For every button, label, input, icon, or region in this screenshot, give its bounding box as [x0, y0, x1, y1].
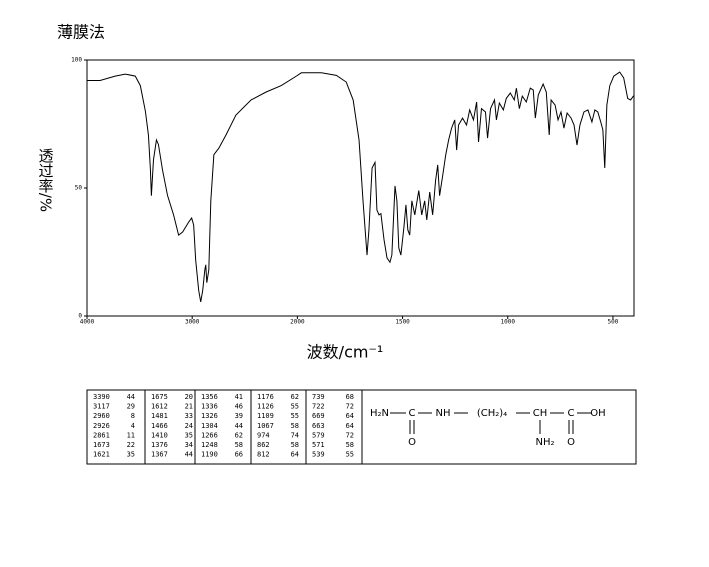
peak-transmittance: 35: [127, 451, 135, 459]
peak-transmittance: 44: [185, 451, 193, 459]
peak-wavenumber: 1176: [257, 393, 274, 401]
x-tick-label: 4000: [80, 319, 95, 326]
peak-wavenumber: 1466: [151, 422, 168, 430]
peak-wavenumber: 1376: [151, 441, 168, 449]
structure-group: C: [409, 408, 416, 419]
structure-group: C: [568, 408, 575, 419]
peak-wavenumber: 2960: [93, 412, 110, 420]
peak-transmittance: 58: [291, 422, 299, 430]
x-tick-label: 1000: [501, 319, 516, 326]
structure-group: O: [567, 437, 575, 448]
x-tick-label: 500: [608, 319, 619, 326]
plot-frame: [86, 59, 635, 317]
peak-wavenumber: 1126: [257, 403, 274, 411]
peak-transmittance: 62: [235, 431, 243, 439]
peak-wavenumber: 1410: [151, 431, 168, 439]
x-tick-label: 1500: [395, 319, 410, 326]
peak-wavenumber: 974: [257, 431, 270, 439]
x-tick-label: 3000: [185, 319, 200, 326]
peak-transmittance: 62: [291, 393, 299, 401]
peak-wavenumber: 2861: [93, 431, 110, 439]
peak-transmittance: 41: [235, 393, 243, 401]
peak-transmittance: 20: [185, 393, 193, 401]
peak-wavenumber: 1675: [151, 393, 168, 401]
peak-wavenumber: 1109: [257, 412, 274, 420]
peak-transmittance: 64: [291, 451, 299, 459]
chart-title: 薄膜法: [57, 23, 105, 42]
x-tick-label: 2000: [290, 319, 305, 326]
peak-transmittance: 58: [235, 441, 243, 449]
structure-group: CH: [533, 408, 548, 419]
peak-transmittance: 24: [185, 422, 193, 430]
peak-wavenumber: 862: [257, 441, 270, 449]
peak-transmittance: 58: [291, 441, 299, 449]
peak-transmittance: 55: [346, 451, 354, 459]
structure-group: NH: [436, 408, 451, 419]
structure-group: O: [408, 437, 416, 448]
peak-wavenumber: 1673: [93, 441, 110, 449]
peak-transmittance: 74: [291, 431, 299, 439]
peak-wavenumber: 3390: [93, 393, 110, 401]
peak-transmittance: 33: [185, 412, 193, 420]
spectrum-line: [87, 71, 634, 303]
peak-wavenumber: 571: [312, 441, 325, 449]
peak-transmittance: 29: [127, 403, 135, 411]
peak-transmittance: 34: [185, 441, 193, 449]
peak-transmittance: 58: [346, 441, 354, 449]
peak-wavenumber: 1067: [257, 422, 274, 430]
peak-transmittance: 72: [346, 403, 354, 411]
peak-transmittance: 35: [185, 431, 193, 439]
y-axis-label: 透过率/%: [37, 148, 55, 212]
peak-wavenumber: 1621: [93, 451, 110, 459]
peak-transmittance: 22: [127, 441, 135, 449]
peak-transmittance: 39: [235, 412, 243, 420]
peak-wavenumber: 1304: [201, 422, 218, 430]
peak-transmittance: 64: [346, 412, 354, 420]
peak-wavenumber: 539: [312, 451, 325, 459]
peak-wavenumber: 812: [257, 451, 270, 459]
peak-wavenumber: 669: [312, 412, 325, 420]
peak-wavenumber: 579: [312, 431, 325, 439]
peak-wavenumber: 739: [312, 393, 325, 401]
peak-transmittance: 4: [131, 422, 135, 430]
peak-transmittance: 64: [346, 422, 354, 430]
y-tick-label: 0: [78, 313, 82, 320]
structure-group: (CH₂)₄: [477, 408, 507, 419]
structure-group: OH: [590, 408, 605, 419]
peak-transmittance: 8: [131, 412, 135, 420]
peak-transmittance: 44: [127, 393, 135, 401]
y-tick-label: 50: [75, 185, 83, 192]
y-tick-label: 100: [71, 57, 82, 64]
peak-transmittance: 21: [185, 403, 193, 411]
peak-transmittance: 72: [346, 431, 354, 439]
peak-wavenumber: 2926: [93, 422, 110, 430]
peak-wavenumber: 1367: [151, 451, 168, 459]
peak-transmittance: 68: [346, 393, 354, 401]
peak-transmittance: 44: [235, 422, 243, 430]
peak-transmittance: 66: [235, 451, 243, 459]
peak-wavenumber: 1356: [201, 393, 218, 401]
peak-wavenumber: 1336: [201, 403, 218, 411]
peak-wavenumber: 663: [312, 422, 325, 430]
structure-bonds: [390, 412, 591, 434]
peak-wavenumber: 1190: [201, 451, 218, 459]
peak-wavenumber: 1248: [201, 441, 218, 449]
peak-wavenumber: 3117: [93, 403, 110, 411]
peak-wavenumber: 1612: [151, 403, 168, 411]
peak-transmittance: 55: [291, 403, 299, 411]
peak-wavenumber: 1266: [201, 431, 218, 439]
peak-transmittance: 55: [291, 412, 299, 420]
structure-group: NH₂: [535, 437, 554, 448]
peak-transmittance: 11: [127, 431, 135, 439]
structure-group: H₂N: [370, 408, 389, 419]
peak-wavenumber: 1326: [201, 412, 218, 420]
peak-transmittance: 46: [235, 403, 243, 411]
peak-wavenumber: 1481: [151, 412, 168, 420]
peak-wavenumber: 722: [312, 403, 325, 411]
x-axis-label: 波数/cm⁻¹: [307, 343, 384, 362]
